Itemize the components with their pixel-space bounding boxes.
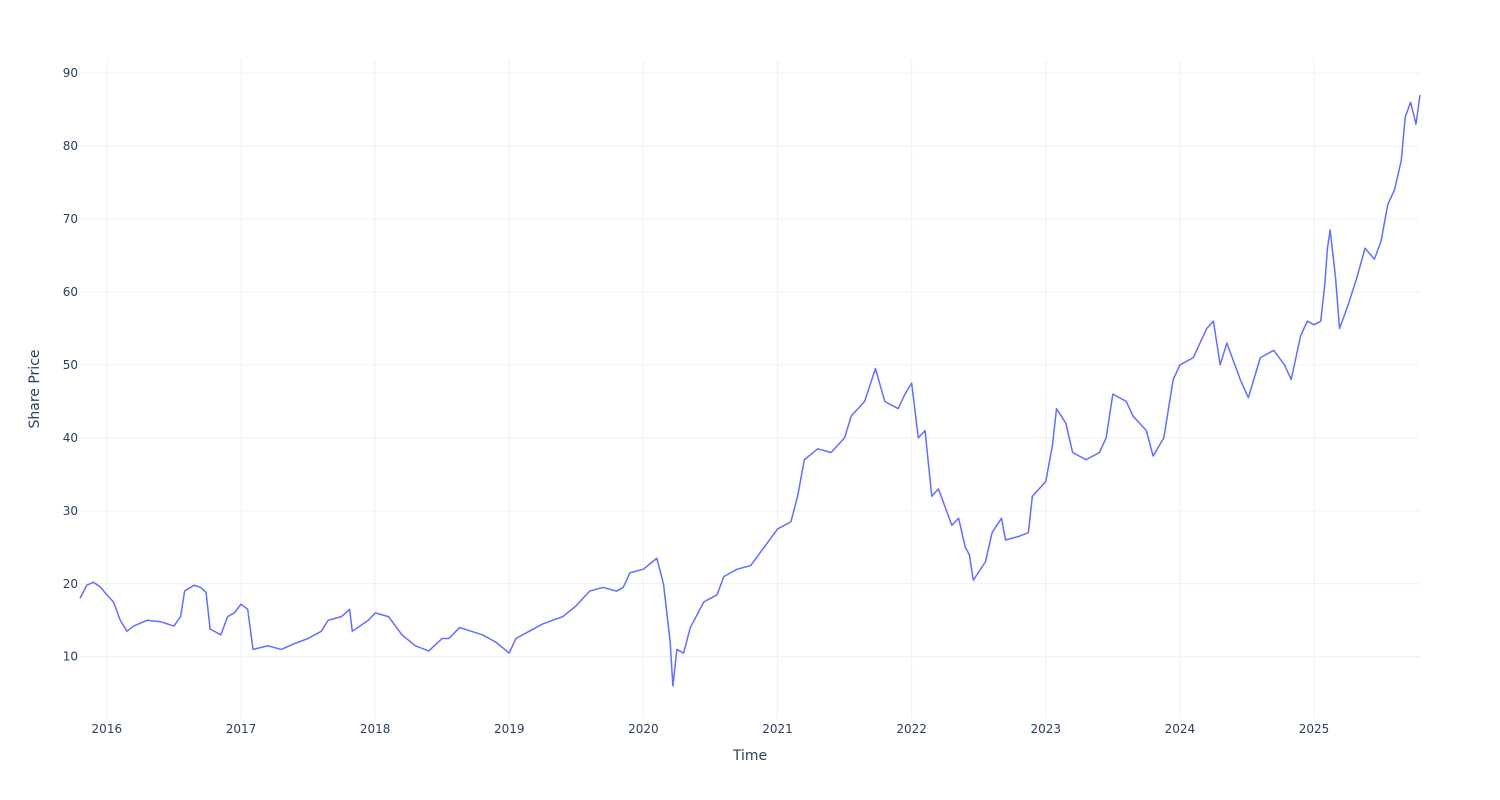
y-tick-label: 20 [63, 577, 78, 591]
x-tick-label: 2024 [1165, 722, 1196, 736]
y-tick-label: 40 [63, 431, 78, 445]
x-tick-label: 2017 [226, 722, 257, 736]
x-tick-label: 2019 [494, 722, 525, 736]
x-tick-label: 2020 [628, 722, 659, 736]
y-axis-title: Share Price [27, 349, 43, 428]
y-tick-label: 70 [63, 212, 78, 226]
x-tick-label: 2022 [896, 722, 927, 736]
price-line [79, 94, 1421, 687]
y-tick-label: 90 [63, 66, 78, 80]
x-tick-label: 2018 [360, 722, 391, 736]
y-tick-label: 30 [63, 504, 78, 518]
y-tick-label: 60 [63, 285, 78, 299]
x-tick-label: 2023 [1030, 722, 1061, 736]
y-tick-label: 50 [63, 358, 78, 372]
x-axis-title: Time [732, 748, 767, 764]
x-tick-label: 2021 [762, 722, 793, 736]
x-tick-label: 2025 [1299, 722, 1330, 736]
y-tick-label: 10 [63, 650, 78, 664]
x-tick-label: 2016 [92, 722, 123, 736]
y-tick-label: 80 [63, 139, 78, 153]
